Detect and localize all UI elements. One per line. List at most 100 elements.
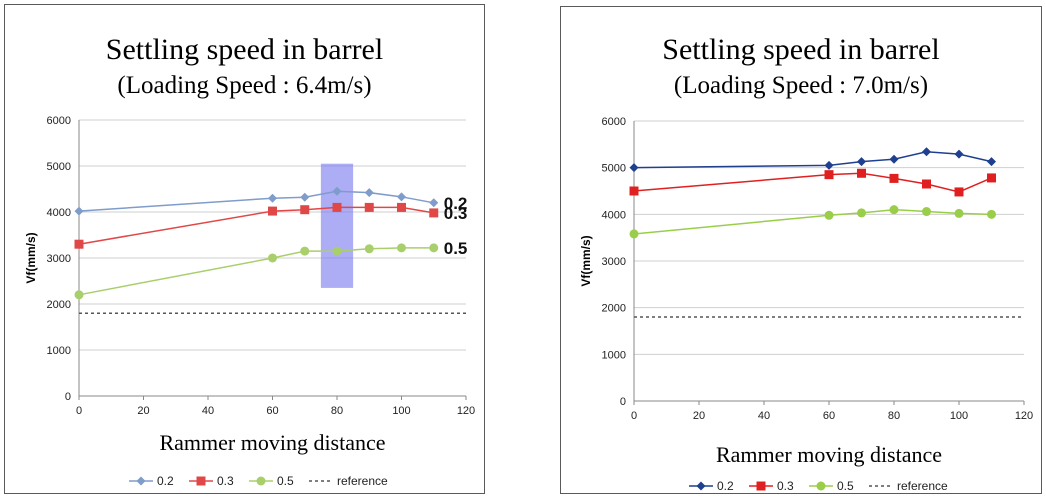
series-line	[78, 206, 434, 245]
line-chart-right: 0 1000 2000 3000 4000 5000 6000 0 20 40 60 80 100 120…	[579, 116, 1033, 493]
legend-label: 0.2	[717, 479, 734, 493]
legend-label: 0.5	[837, 479, 854, 493]
y-tick-label: 4000	[602, 209, 626, 221]
data-point	[332, 186, 342, 196]
data-point	[300, 246, 310, 256]
y-tick-label: 1000	[602, 349, 626, 361]
x-axis-label: Rammer moving distance	[716, 442, 942, 467]
data-point	[429, 208, 439, 218]
data-point	[429, 243, 439, 253]
x-tick-label: 60	[823, 410, 835, 422]
legend: 0.2 0.3 0.5 reference	[129, 474, 388, 488]
data-point	[824, 170, 834, 180]
data-point	[987, 173, 996, 183]
data-point	[268, 206, 277, 216]
data-point	[74, 206, 84, 216]
data-point	[824, 160, 834, 170]
x-tick-label: 20	[693, 410, 705, 422]
legend-marker	[816, 481, 826, 491]
y-tick-label: 3000	[47, 253, 71, 265]
series-line	[633, 151, 992, 169]
chart-title: Settling speed in barrel	[105, 33, 384, 66]
data-point	[889, 154, 899, 164]
y-tick-label: 2000	[602, 303, 626, 315]
data-point	[954, 208, 964, 218]
y-tick-label: 6000	[47, 115, 71, 127]
series-0.5	[74, 243, 439, 300]
series-0.3	[629, 168, 996, 197]
data-point	[857, 168, 866, 178]
data-point	[954, 149, 964, 159]
chart-panel-left: Settling speed in barrel (Loading Speed …	[4, 4, 485, 494]
data-point	[629, 186, 639, 196]
y-tick-label: 4000	[47, 207, 71, 219]
series-line	[633, 172, 992, 193]
series-annotation: 0.5	[444, 239, 468, 258]
x-tick-label: 0	[631, 410, 637, 422]
data-point	[429, 198, 439, 208]
x-tick-label: 120	[1015, 410, 1033, 422]
y-tick-label: 0	[620, 396, 626, 408]
chart-panel-right: Settling speed in barrel (Loading Speed …	[560, 6, 1042, 494]
data-point	[922, 147, 931, 157]
legend-label: reference	[897, 479, 948, 493]
data-point	[397, 192, 406, 202]
x-tick-label: 40	[758, 410, 770, 422]
y-tick-label: 5000	[47, 161, 71, 173]
chart-subtitle: (Loading Speed : 7.0m/s)	[673, 72, 929, 99]
x-axis-label: Rammer moving distance	[159, 430, 385, 455]
data-point	[300, 192, 310, 202]
legend-marker	[256, 476, 266, 486]
legend-label: reference	[337, 474, 388, 488]
y-tick-label: 6000	[602, 116, 626, 128]
data-point	[922, 179, 931, 189]
data-point	[332, 202, 342, 212]
x-tick-label: 80	[888, 410, 900, 422]
y-tick-label: 5000	[602, 163, 626, 175]
data-point	[268, 193, 277, 203]
series-line	[78, 247, 434, 296]
data-point	[987, 157, 996, 167]
x-tick-label: 60	[266, 405, 278, 417]
y-axis-label: Vf(mm/s)	[579, 235, 593, 286]
legend: 0.2 0.3 0.5 reference	[689, 479, 948, 493]
data-point	[857, 157, 866, 167]
data-point	[889, 173, 899, 183]
x-tick-label: 100	[392, 405, 410, 417]
series-line	[633, 208, 992, 235]
data-point	[364, 244, 374, 254]
data-point	[364, 188, 374, 198]
legend-label: 0.3	[777, 479, 794, 493]
data-point	[629, 229, 639, 239]
data-point	[824, 210, 834, 220]
x-tick-label: 40	[202, 405, 214, 417]
x-tick-label: 80	[331, 405, 343, 417]
x-tick-label: 20	[137, 405, 149, 417]
x-tick-label: 100	[950, 410, 968, 422]
data-point	[922, 207, 931, 217]
legend-marker	[696, 481, 706, 491]
chart-title: Settling speed in barrel	[662, 33, 940, 66]
series-0.2	[74, 186, 439, 216]
legend-marker	[756, 481, 766, 491]
series-0.5	[629, 205, 996, 239]
chart-subtitle: (Loading Speed : 6.4m/s)	[117, 72, 372, 99]
y-tick-label: 2000	[47, 299, 71, 311]
legend-marker	[196, 476, 206, 486]
series-annotation: 0.2	[444, 194, 468, 213]
data-point	[74, 239, 84, 249]
y-tick-label: 3000	[602, 256, 626, 268]
y-tick-label: 1000	[47, 345, 71, 357]
x-tick-label: 120	[457, 405, 475, 417]
legend-marker	[136, 476, 146, 486]
y-axis-label: Vf(mm/s)	[24, 232, 38, 283]
legend-label: 0.5	[277, 474, 294, 488]
data-point	[987, 209, 996, 219]
x-tick-label: 0	[76, 405, 82, 417]
highlight-band	[320, 163, 354, 288]
data-point	[629, 163, 639, 173]
data-point	[954, 187, 964, 197]
data-point	[857, 208, 866, 218]
legend-label: 0.2	[157, 474, 174, 488]
series-annotation: 0.3	[444, 204, 468, 223]
